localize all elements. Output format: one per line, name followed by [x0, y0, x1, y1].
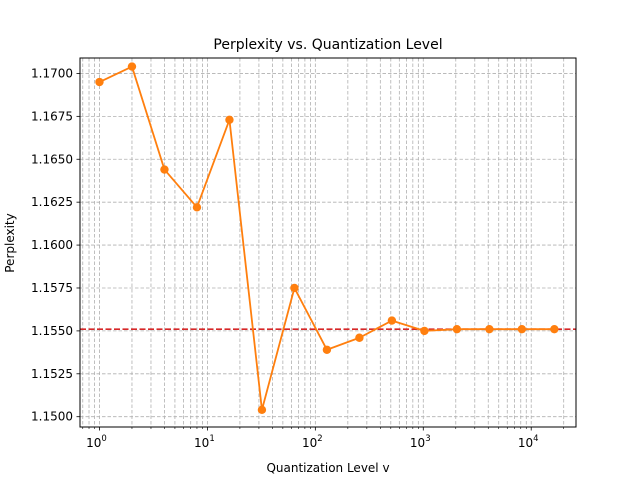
- chart-title: Perplexity vs. Quantization Level: [213, 37, 442, 53]
- y-tick-label: 1.1525: [31, 367, 73, 381]
- x-tick-label-exponent: 1: [209, 434, 214, 444]
- y-tick-label: 1.1600: [31, 238, 73, 252]
- series-group: [95, 62, 559, 415]
- y-tick-label: 1.1675: [31, 109, 73, 123]
- x-tick-label-exponent: 0: [101, 434, 106, 444]
- data-point: [322, 345, 332, 354]
- y-tick-label: 1.1650: [31, 152, 73, 166]
- axis-ticks: 100 101 102 103 1041.15001.15251.15501.15751…: [31, 66, 565, 450]
- data-point: [127, 62, 137, 71]
- x-tick-label-exponent: 3: [425, 434, 430, 444]
- data-point: [452, 324, 462, 334]
- y-tick-label: 1.1500: [31, 410, 73, 424]
- data-point: [95, 77, 104, 87]
- y-tick-label: 1.1575: [31, 281, 73, 295]
- plot-frame: [79, 57, 577, 428]
- x-axis-label: Quantization Level v: [266, 461, 389, 475]
- y-axis-label: Perplexity: [3, 213, 17, 273]
- data-point: [257, 405, 267, 415]
- data-point: [160, 165, 169, 174]
- y-tick-label: 1.1625: [31, 195, 73, 209]
- data-point: [355, 333, 364, 342]
- data-point: [550, 324, 559, 334]
- data-point: [420, 326, 429, 336]
- data-point: [485, 324, 494, 334]
- y-tick-label: 1.1700: [31, 66, 73, 80]
- x-tick-label-exponent: 4: [533, 434, 538, 444]
- y-tick-label: 1.1550: [31, 324, 73, 338]
- x-tick-label-exponent: 2: [317, 434, 322, 444]
- data-point: [225, 115, 234, 124]
- data-point: [290, 283, 299, 293]
- data-point: [517, 324, 527, 334]
- data-point: [192, 203, 202, 212]
- data-point: [387, 316, 397, 325]
- grid: [80, 58, 576, 427]
